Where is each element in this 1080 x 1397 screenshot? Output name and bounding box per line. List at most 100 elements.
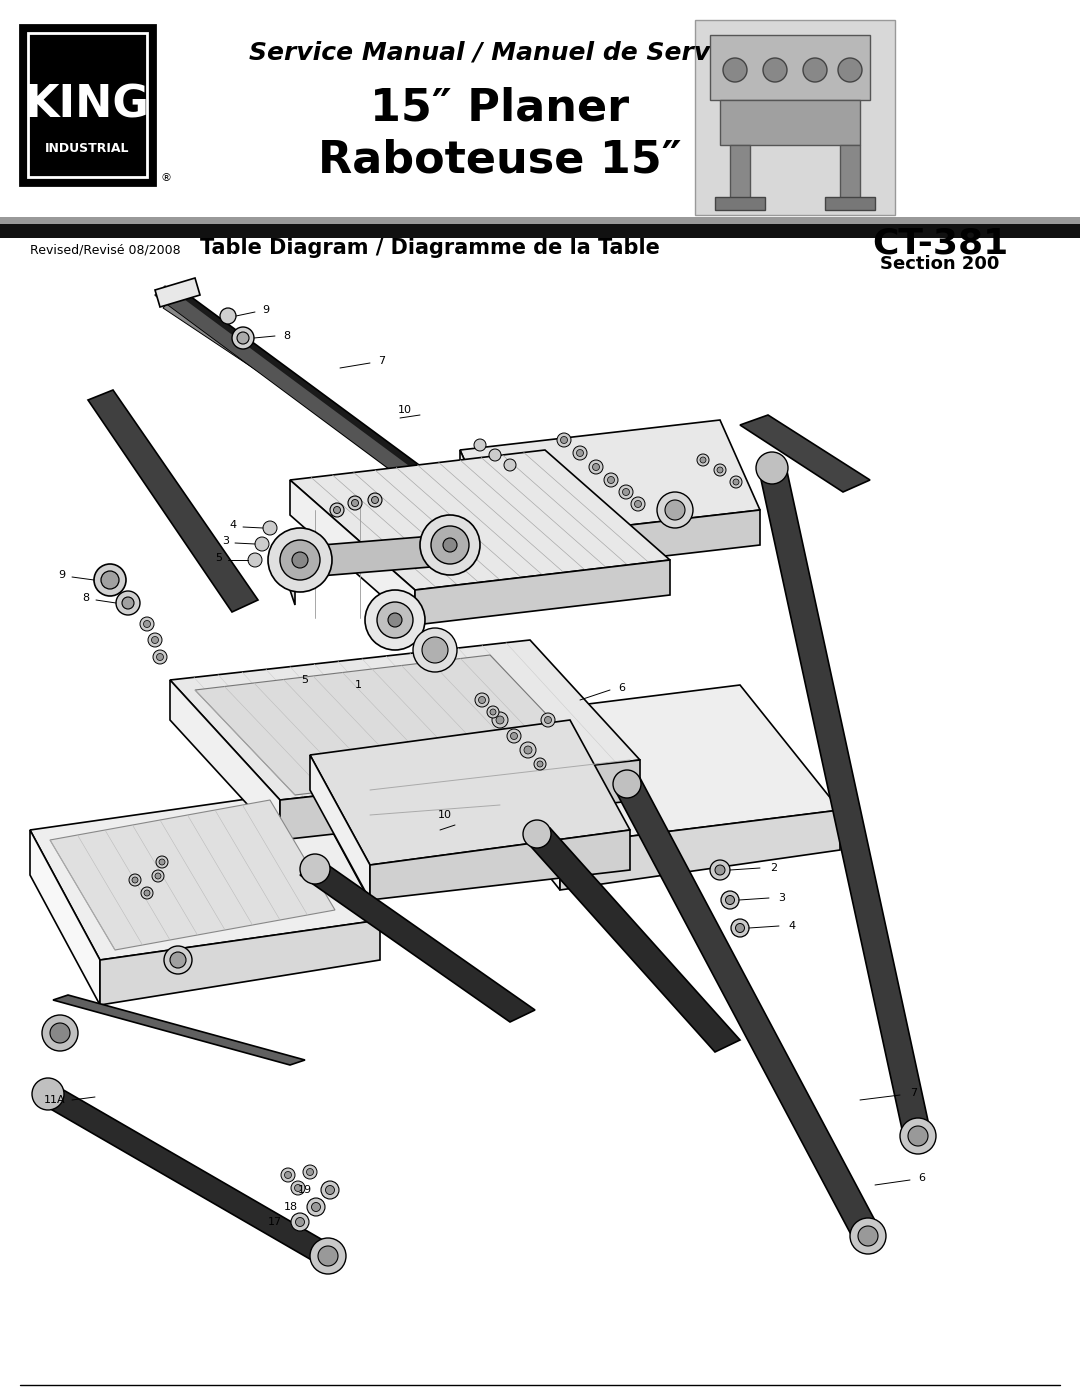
Polygon shape xyxy=(156,278,200,307)
Ellipse shape xyxy=(710,861,730,880)
Text: 6: 6 xyxy=(918,1173,924,1183)
Ellipse shape xyxy=(635,500,642,507)
Ellipse shape xyxy=(700,457,706,462)
Polygon shape xyxy=(715,197,765,210)
Ellipse shape xyxy=(156,856,168,868)
Ellipse shape xyxy=(388,613,402,627)
Polygon shape xyxy=(460,719,561,890)
Ellipse shape xyxy=(50,1023,70,1044)
Ellipse shape xyxy=(723,59,747,82)
Ellipse shape xyxy=(697,454,708,467)
Bar xyxy=(28,34,147,177)
Ellipse shape xyxy=(170,951,186,968)
Ellipse shape xyxy=(237,332,249,344)
Ellipse shape xyxy=(325,1186,335,1194)
Ellipse shape xyxy=(496,717,504,724)
Ellipse shape xyxy=(557,433,571,447)
Polygon shape xyxy=(163,300,572,576)
Polygon shape xyxy=(285,535,455,578)
Ellipse shape xyxy=(717,467,723,474)
Ellipse shape xyxy=(474,439,486,451)
Ellipse shape xyxy=(561,436,567,443)
Ellipse shape xyxy=(478,697,486,704)
Ellipse shape xyxy=(607,476,615,483)
Ellipse shape xyxy=(504,460,516,471)
Text: 15″ Planer: 15″ Planer xyxy=(370,87,630,130)
Polygon shape xyxy=(87,390,258,612)
Polygon shape xyxy=(415,560,670,624)
Ellipse shape xyxy=(756,453,788,483)
Text: 17: 17 xyxy=(268,1217,282,1227)
Ellipse shape xyxy=(731,919,750,937)
Polygon shape xyxy=(291,481,415,624)
Ellipse shape xyxy=(573,446,588,460)
Ellipse shape xyxy=(281,1168,295,1182)
Ellipse shape xyxy=(284,1172,292,1179)
Ellipse shape xyxy=(307,1168,313,1175)
Ellipse shape xyxy=(152,870,164,882)
Ellipse shape xyxy=(534,759,546,770)
Polygon shape xyxy=(156,285,563,590)
Ellipse shape xyxy=(726,895,734,904)
Text: 7: 7 xyxy=(910,1088,917,1098)
Ellipse shape xyxy=(292,552,308,569)
Ellipse shape xyxy=(151,637,159,644)
Ellipse shape xyxy=(507,729,521,743)
Ellipse shape xyxy=(291,1213,309,1231)
Ellipse shape xyxy=(665,500,685,520)
Ellipse shape xyxy=(159,859,165,865)
Ellipse shape xyxy=(631,497,645,511)
Ellipse shape xyxy=(140,617,154,631)
Ellipse shape xyxy=(164,946,192,974)
Ellipse shape xyxy=(492,712,508,728)
Ellipse shape xyxy=(311,1203,321,1211)
Ellipse shape xyxy=(153,650,167,664)
Ellipse shape xyxy=(490,710,496,715)
Ellipse shape xyxy=(537,761,543,767)
Ellipse shape xyxy=(735,923,744,933)
Ellipse shape xyxy=(264,521,276,535)
Ellipse shape xyxy=(721,891,739,909)
Ellipse shape xyxy=(148,633,162,647)
Ellipse shape xyxy=(365,590,426,650)
Text: INDUSTRIAL: INDUSTRIAL xyxy=(44,141,130,155)
Ellipse shape xyxy=(838,59,862,82)
Polygon shape xyxy=(561,810,840,890)
Ellipse shape xyxy=(268,528,332,592)
Ellipse shape xyxy=(122,597,134,609)
Ellipse shape xyxy=(372,496,378,503)
Polygon shape xyxy=(35,1088,340,1261)
Ellipse shape xyxy=(475,693,489,707)
Ellipse shape xyxy=(733,479,739,485)
Polygon shape xyxy=(310,719,630,865)
Text: 9: 9 xyxy=(58,570,65,580)
Text: 4: 4 xyxy=(230,520,237,529)
Polygon shape xyxy=(170,680,280,840)
Polygon shape xyxy=(615,778,880,1242)
Polygon shape xyxy=(730,145,750,200)
Polygon shape xyxy=(285,548,295,605)
Ellipse shape xyxy=(220,307,237,324)
Ellipse shape xyxy=(303,1165,318,1179)
Bar xyxy=(21,25,156,184)
Text: 5: 5 xyxy=(301,675,309,685)
Text: Service Manual / Manuel de Service: Service Manual / Manuel de Service xyxy=(249,41,751,64)
Polygon shape xyxy=(460,450,500,576)
Ellipse shape xyxy=(511,732,517,739)
Ellipse shape xyxy=(541,712,555,726)
Ellipse shape xyxy=(489,448,501,461)
Ellipse shape xyxy=(368,493,382,507)
Polygon shape xyxy=(710,35,870,101)
Ellipse shape xyxy=(523,820,551,848)
Ellipse shape xyxy=(524,746,532,754)
Polygon shape xyxy=(370,830,630,900)
Bar xyxy=(696,20,895,215)
Polygon shape xyxy=(300,863,535,1023)
Ellipse shape xyxy=(129,875,141,886)
Ellipse shape xyxy=(850,1218,886,1255)
Ellipse shape xyxy=(296,1218,305,1227)
Ellipse shape xyxy=(487,705,499,718)
Ellipse shape xyxy=(593,464,599,471)
Ellipse shape xyxy=(443,538,457,552)
Ellipse shape xyxy=(334,507,340,514)
